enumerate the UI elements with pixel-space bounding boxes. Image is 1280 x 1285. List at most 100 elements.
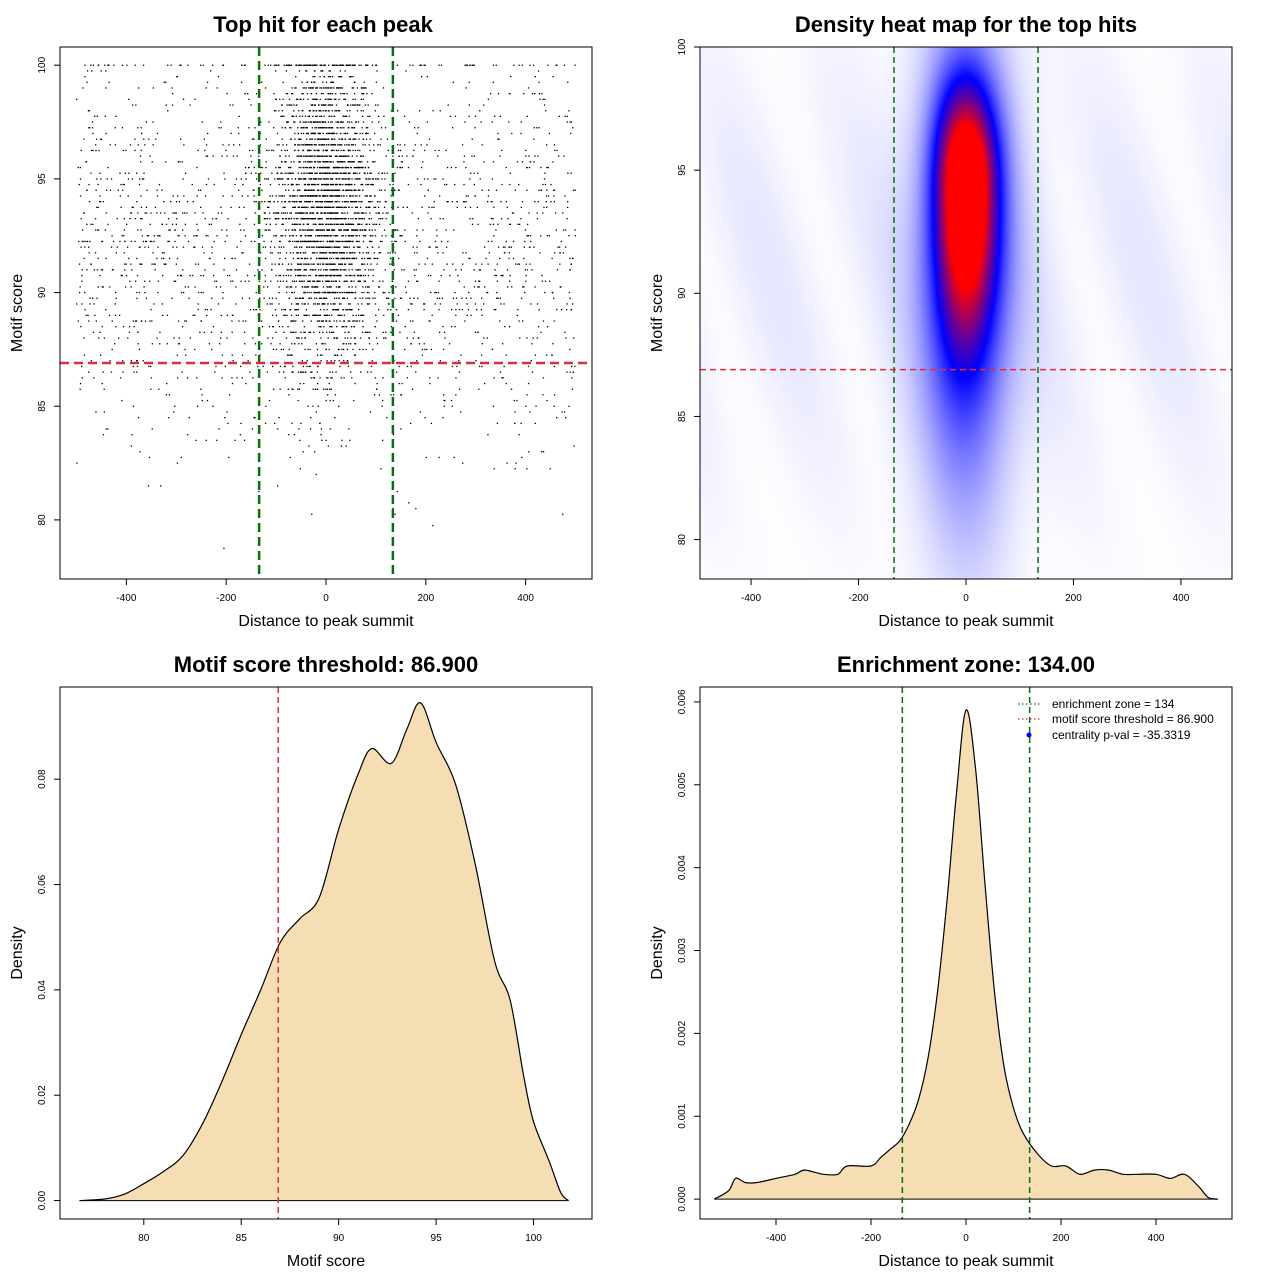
scatter-point xyxy=(204,309,206,311)
scatter-point xyxy=(548,132,550,135)
scatter-point xyxy=(389,252,391,254)
scatter-point xyxy=(421,206,423,208)
scatter-point xyxy=(372,297,374,299)
scatter-point xyxy=(151,161,153,163)
scatter-point xyxy=(479,280,481,282)
scatter-point xyxy=(320,206,322,208)
scatter-point xyxy=(88,127,90,129)
scatter-point xyxy=(573,445,575,447)
scatter-point xyxy=(554,394,556,396)
scatter-point xyxy=(290,320,292,322)
scatter-point xyxy=(358,309,360,311)
scatter-point xyxy=(320,201,322,203)
scatter-point xyxy=(355,269,357,271)
scatter-point xyxy=(331,240,333,243)
scatter-point xyxy=(340,206,342,208)
scatter-point xyxy=(529,263,531,265)
scatter-point xyxy=(359,252,361,254)
scatter-point xyxy=(369,138,371,140)
scatter-point xyxy=(177,195,179,197)
scatter-point xyxy=(354,252,356,254)
scatter-point xyxy=(195,263,197,265)
scatter-point xyxy=(316,280,318,282)
scatter-point xyxy=(202,212,204,214)
scatter-point xyxy=(253,223,256,225)
scatter-point xyxy=(337,121,339,123)
scatter-point xyxy=(226,274,229,277)
scatter-point xyxy=(176,462,179,464)
scatter-point xyxy=(476,309,478,311)
scatter-point xyxy=(395,320,398,322)
scatter-point xyxy=(184,212,186,214)
scatter-point xyxy=(358,161,361,163)
scatter-point xyxy=(322,274,324,277)
scatter-point xyxy=(272,212,275,214)
scatter-point xyxy=(557,246,559,248)
scatter-point xyxy=(318,218,320,220)
scatter-point xyxy=(365,348,367,351)
scatter-point xyxy=(368,337,370,339)
scatter-point xyxy=(358,138,360,140)
scatter-point xyxy=(324,121,327,123)
scatter-point xyxy=(296,297,298,299)
scatter-point xyxy=(346,252,348,254)
scatter-point xyxy=(349,274,351,277)
heatmap-density-image xyxy=(700,47,1232,579)
scatter-point xyxy=(456,201,458,203)
scatter-point xyxy=(323,144,326,146)
scatter-point xyxy=(323,138,325,140)
scatter-point xyxy=(85,240,87,243)
scatter-point xyxy=(305,195,307,197)
scatter-point xyxy=(458,309,461,311)
scatter-point xyxy=(156,189,158,191)
scatter-point xyxy=(525,280,527,282)
scatter-point xyxy=(391,240,393,243)
scatter-point xyxy=(312,223,315,225)
scatter-point xyxy=(374,257,376,260)
scatter-point xyxy=(140,206,143,208)
scatter-point xyxy=(348,343,350,345)
scatter-point xyxy=(240,280,242,282)
scatter-point xyxy=(202,274,205,277)
scatter-point xyxy=(226,235,228,237)
scatter-point xyxy=(325,348,327,351)
scatter-point xyxy=(461,309,464,311)
scatter-point xyxy=(154,269,156,271)
scatter-point xyxy=(330,161,332,163)
scatter-point xyxy=(306,81,309,83)
scatter-point xyxy=(249,371,251,373)
scatter-point xyxy=(451,201,453,203)
scatter-point xyxy=(307,303,309,305)
scatter-point xyxy=(228,394,231,396)
scatter-point xyxy=(311,513,313,515)
scatter-point xyxy=(497,93,500,95)
scatter-point xyxy=(322,252,324,254)
scatter-point xyxy=(400,297,402,299)
scatter-point xyxy=(360,110,362,112)
scatter-point xyxy=(265,223,267,225)
scatter-point xyxy=(258,155,260,157)
scatter-point xyxy=(447,240,449,243)
scatter-point xyxy=(93,377,95,379)
scatter-point xyxy=(95,144,97,146)
scatter-point xyxy=(520,121,522,123)
scatter-point xyxy=(204,195,207,197)
scatter-point xyxy=(410,422,412,424)
scatter-point xyxy=(556,149,558,152)
scatter-point xyxy=(266,206,269,208)
scatter-point xyxy=(508,252,510,254)
scatter-point xyxy=(327,98,329,100)
scatter-point xyxy=(295,303,297,305)
scatter-point xyxy=(511,212,514,214)
scatter-point xyxy=(313,81,315,83)
score-density-y-tick-label: 0.08 xyxy=(37,769,48,789)
scatter-point xyxy=(371,121,373,123)
scatter-point xyxy=(310,377,312,379)
scatter-point xyxy=(404,286,407,288)
scatter-point xyxy=(359,223,361,225)
scatter-point xyxy=(297,144,299,146)
scatter-point xyxy=(291,93,293,95)
scatter-point xyxy=(436,229,438,231)
scatter-point xyxy=(325,132,328,135)
scatter-point xyxy=(294,223,296,225)
